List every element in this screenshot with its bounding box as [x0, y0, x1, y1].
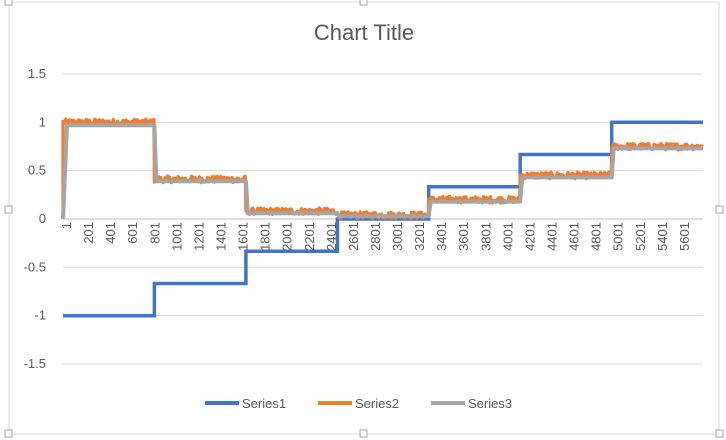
- x-tick-label: 4001: [500, 222, 515, 251]
- x-tick-label: 801: [147, 222, 162, 244]
- x-tick-label: 2201: [302, 222, 317, 251]
- x-tick-label: 3801: [478, 222, 493, 251]
- x-tick-label: 4201: [522, 222, 537, 251]
- x-tick-label: 3201: [412, 222, 427, 251]
- y-tick-label: 0.5: [28, 163, 46, 178]
- chart-selection-handles[interactable]: [4, 0, 724, 438]
- x-tick-label: 5601: [677, 222, 692, 251]
- series-line-series3: [61, 123, 703, 220]
- y-tick-label: -0.5: [24, 259, 46, 274]
- x-tick-label: 3601: [456, 222, 471, 251]
- x-tick-label: 3401: [434, 222, 449, 251]
- x-tick-label: 1401: [214, 222, 229, 251]
- legend-label-series1: Series1: [242, 396, 286, 411]
- resize-handle-top[interactable]: [359, 0, 368, 6]
- x-axis-tick-labels: 1 201 401 601 801 1001 1201 1401 1601 1801 2001 220…: [59, 222, 692, 251]
- x-tick-label: 2001: [280, 222, 295, 251]
- x-tick-label: 4801: [589, 222, 604, 251]
- y-tick-label: 1: [39, 114, 46, 129]
- y-axis-tick-labels: 1.5 1 0.5 0 -0.5 -1 -1.5: [24, 66, 46, 371]
- x-tick-label: 2801: [368, 222, 383, 251]
- plot-series: [61, 117, 704, 318]
- x-tick-label: 601: [125, 222, 140, 244]
- legend: Series1 Series2 Series3: [205, 396, 512, 411]
- resize-handle-left[interactable]: [4, 205, 13, 214]
- x-tick-label: 1001: [169, 222, 184, 251]
- x-tick-label: 5401: [655, 222, 670, 251]
- legend-label-series2: Series2: [355, 396, 399, 411]
- x-tick-label: 3001: [390, 222, 405, 251]
- x-tick-label: 2401: [324, 222, 339, 251]
- resize-handle-bottom-left[interactable]: [4, 429, 13, 438]
- y-tick-label: -1: [34, 308, 46, 323]
- y-tick-label: -1.5: [24, 356, 46, 371]
- x-tick-label: 1801: [258, 222, 273, 251]
- x-tick-label: 4401: [545, 222, 560, 251]
- chart-title[interactable]: Chart Title: [314, 20, 414, 45]
- x-tick-label: 1601: [236, 222, 251, 251]
- x-tick-label: 5001: [611, 222, 626, 251]
- x-tick-label: 1: [59, 222, 74, 229]
- y-tick-label: 1.5: [28, 66, 46, 81]
- gridlines: [63, 73, 703, 365]
- x-tick-label: 4601: [567, 222, 582, 251]
- resize-handle-bottom[interactable]: [359, 429, 368, 438]
- resize-handle-right[interactable]: [715, 205, 724, 214]
- x-tick-label: 2601: [346, 222, 361, 251]
- resize-handle-bottom-right[interactable]: [715, 429, 724, 438]
- x-tick-label: 401: [103, 222, 118, 244]
- x-tick-label: 5201: [633, 222, 648, 251]
- legend-label-series3: Series3: [468, 396, 512, 411]
- resize-handle-top-left[interactable]: [4, 0, 13, 6]
- x-tick-label: 201: [81, 222, 96, 244]
- x-tick-label: 1201: [191, 222, 206, 251]
- y-tick-label: 0: [39, 211, 46, 226]
